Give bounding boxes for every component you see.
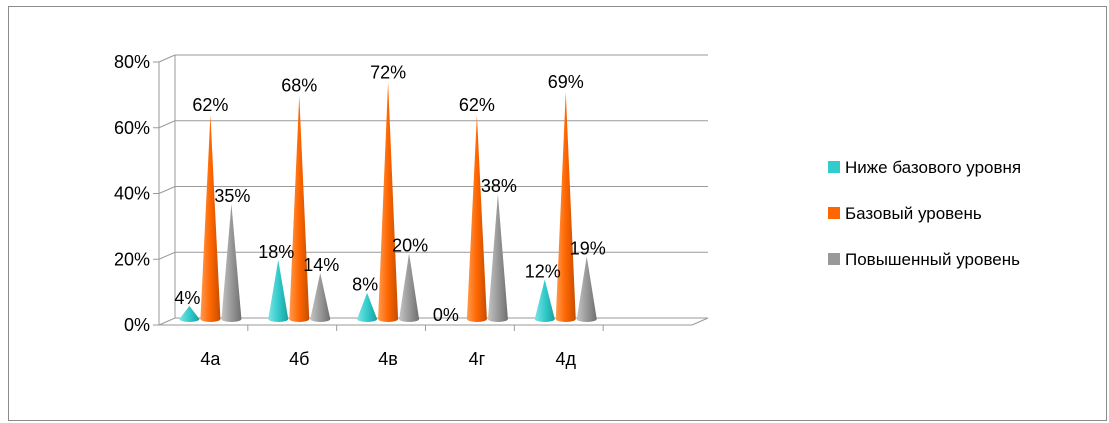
cone-advanced bbox=[399, 253, 420, 322]
y-tick-label: 80% bbox=[114, 52, 150, 72]
data-label: 0% bbox=[433, 305, 459, 325]
data-label: 68% bbox=[281, 75, 317, 95]
legend: Ниже базового уровня Базовый уровень Повыш… bbox=[828, 158, 1021, 269]
cone-advanced bbox=[576, 256, 597, 322]
data-label: 69% bbox=[548, 72, 584, 92]
gridline-side bbox=[158, 54, 176, 63]
data-label: 62% bbox=[192, 95, 228, 115]
data-label: 12% bbox=[525, 262, 561, 282]
cone-advanced bbox=[310, 272, 331, 322]
cone-series bbox=[179, 82, 597, 322]
cone-base bbox=[289, 95, 310, 322]
cone-advanced bbox=[221, 203, 242, 322]
legend-swatch bbox=[828, 207, 840, 219]
legend-label: Повышенный уровень bbox=[845, 250, 1020, 269]
data-label: 4% bbox=[174, 288, 200, 308]
data-label: 72% bbox=[370, 62, 406, 82]
data-label: 18% bbox=[258, 242, 294, 262]
x-tick-label: 4г bbox=[469, 349, 486, 369]
x-tick-label: 4д bbox=[555, 349, 576, 369]
y-axis-ticks: 0% 20% 40% 60% 80% bbox=[114, 52, 150, 335]
data-label: 62% bbox=[459, 95, 495, 115]
x-tick-label: 4а bbox=[200, 349, 221, 369]
data-label: 19% bbox=[570, 239, 606, 259]
x-axis-categories: 4а 4б 4в 4г 4д bbox=[200, 349, 576, 369]
cone-base bbox=[466, 115, 487, 322]
legend-swatch bbox=[828, 161, 840, 173]
cone-base bbox=[555, 92, 576, 322]
data-labels: 4% 62% 35% 18% 68% 14% 8% 72% 20% 0% 62% 38% 12% 69% 1… bbox=[174, 62, 605, 325]
cone-base bbox=[378, 82, 399, 322]
legend-label: Ниже базового уровня bbox=[845, 158, 1021, 177]
cone-advanced bbox=[487, 194, 508, 322]
data-label: 8% bbox=[352, 275, 378, 295]
legend-swatch bbox=[828, 253, 840, 265]
chart-walls bbox=[153, 54, 709, 331]
data-label: 35% bbox=[214, 186, 250, 206]
x-tick-label: 4в bbox=[378, 349, 398, 369]
chart-frame bbox=[8, 6, 1107, 421]
floor-right-edge bbox=[691, 317, 709, 326]
gridline-side bbox=[158, 317, 176, 326]
cone-below-base bbox=[179, 305, 200, 322]
data-label: 14% bbox=[303, 255, 339, 275]
cone-below-base bbox=[357, 292, 378, 322]
cone-below-base bbox=[534, 279, 555, 322]
data-label: 20% bbox=[392, 235, 428, 255]
cone-base bbox=[200, 115, 221, 322]
data-label: 38% bbox=[481, 176, 517, 196]
x-tick-label: 4б bbox=[289, 349, 309, 369]
legend-label: Базовый уровень bbox=[845, 204, 982, 223]
gridline-side bbox=[158, 251, 176, 260]
y-tick-label: 20% bbox=[114, 249, 150, 269]
y-tick-label: 40% bbox=[114, 184, 150, 204]
gridline-side bbox=[158, 186, 176, 194]
y-tick-label: 60% bbox=[114, 118, 150, 138]
y-tick-label: 0% bbox=[124, 315, 150, 335]
cone-below-base bbox=[268, 259, 289, 322]
gridline-side bbox=[158, 120, 176, 129]
